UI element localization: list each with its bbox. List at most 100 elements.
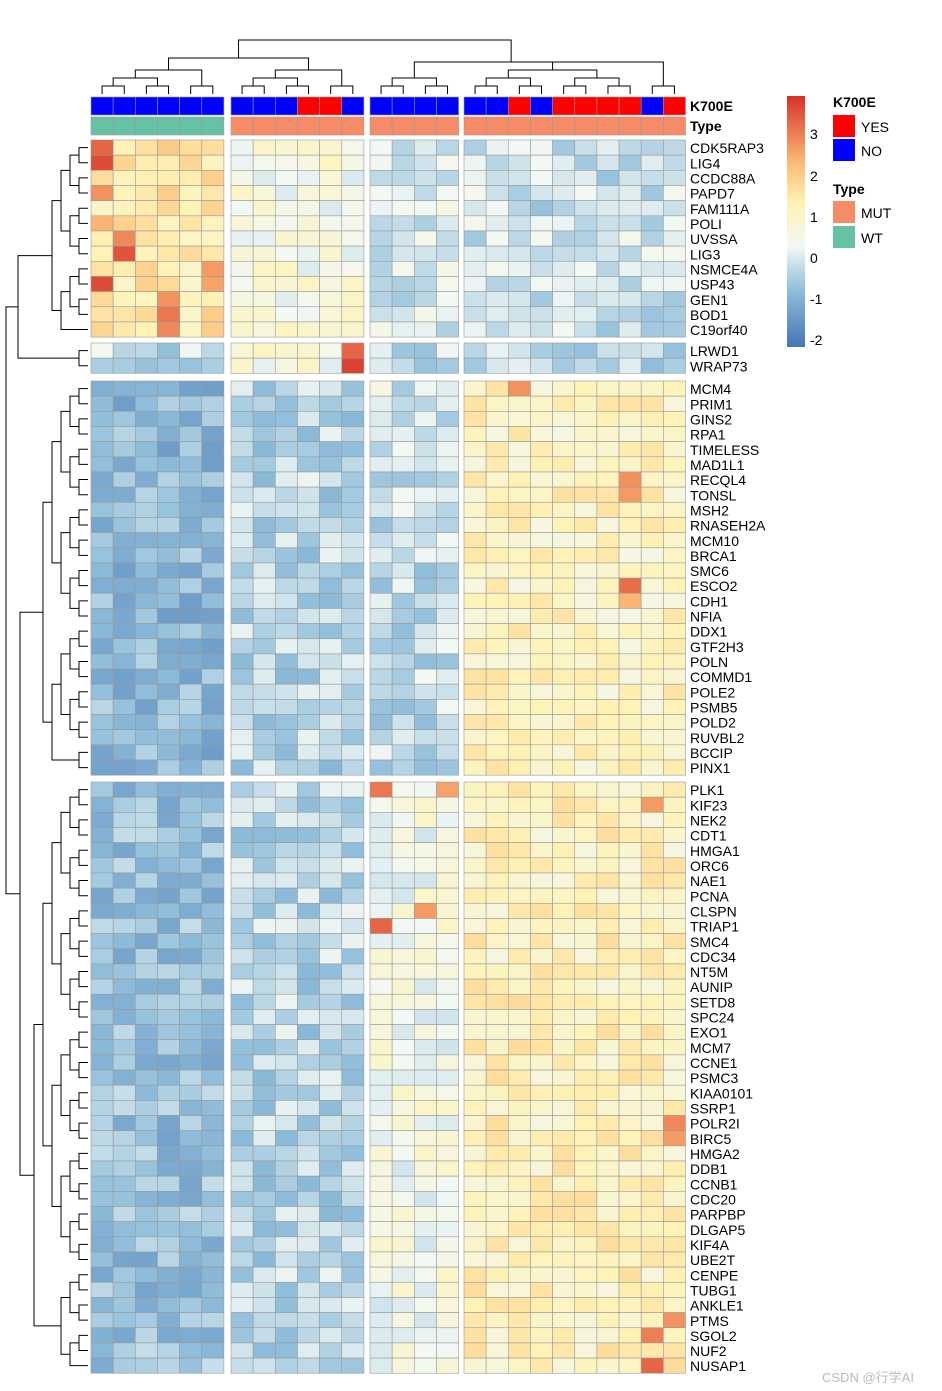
- heatmap-cell: [274, 1115, 298, 1131]
- heatmap-cell: [274, 812, 298, 828]
- heatmap-cell: [596, 1357, 620, 1374]
- heatmap-cell: [252, 1024, 276, 1041]
- dendrogram-branch: [78, 539, 88, 556]
- heatmap-cell: [574, 1266, 598, 1283]
- heatmap-cell: [530, 1281, 553, 1298]
- heatmap-cell: [507, 683, 531, 700]
- heatmap-cell: [552, 276, 576, 292]
- heatmap-cell: [90, 1206, 114, 1222]
- heatmap-cell: [507, 426, 531, 442]
- dendrogram-branch: [78, 971, 88, 988]
- heatmap-cell: [463, 1206, 487, 1222]
- heatmap-cell: [463, 1281, 487, 1298]
- heatmap-cell: [341, 1024, 365, 1041]
- gene-label: LIG3: [690, 246, 721, 262]
- heatmap-cell: [485, 1039, 509, 1056]
- heatmap-cell: [663, 276, 686, 292]
- dendrogram-branch: [391, 77, 437, 86]
- heatmap-cell: [574, 357, 598, 374]
- heatmap-cell: [90, 170, 114, 186]
- heatmap-cell: [112, 562, 136, 579]
- heatmap-cell: [552, 321, 576, 338]
- annotation-cell-k700e: [574, 96, 598, 116]
- heatmap-cell: [618, 215, 642, 232]
- heatmap-cell: [640, 501, 664, 518]
- heatmap-cell: [201, 230, 225, 247]
- dendrogram-branch: [78, 1243, 88, 1261]
- heatmap-cell: [157, 1206, 180, 1222]
- heatmap-cell: [90, 592, 114, 609]
- heatmap-cell: [552, 441, 576, 458]
- heatmap-cell: [90, 139, 114, 156]
- heatmap-cell: [179, 441, 203, 458]
- heatmap-cell: [274, 714, 298, 730]
- heatmap-cell: [574, 1100, 598, 1116]
- heatmap-cell: [618, 729, 642, 746]
- heatmap-cell: [341, 623, 365, 640]
- heatmap-cell: [179, 1115, 203, 1131]
- heatmap-cell: [574, 456, 598, 473]
- heatmap-cell: [552, 744, 576, 761]
- heatmap-cell: [596, 230, 620, 247]
- heatmap-cell: [530, 744, 553, 761]
- heatmap-cell: [552, 426, 576, 442]
- heatmap-cell: [201, 562, 225, 579]
- heatmap-cell: [463, 683, 487, 700]
- annotation-cell-type: [369, 116, 393, 136]
- heatmap-cell: [596, 1266, 620, 1283]
- heatmap-cell: [640, 608, 664, 624]
- heatmap-cell: [319, 139, 343, 156]
- heatmap-cell: [663, 948, 686, 965]
- heatmap-cell: [112, 1236, 136, 1253]
- heatmap-cell: [640, 562, 664, 579]
- heatmap-cell: [230, 872, 254, 889]
- heatmap-cell: [319, 154, 343, 171]
- heatmap-cell: [297, 1221, 320, 1238]
- heatmap-cell: [618, 699, 642, 715]
- heatmap-cell: [135, 139, 158, 156]
- heatmap-cell: [252, 978, 276, 995]
- heatmap-cell: [341, 592, 365, 609]
- heatmap-cell: [319, 623, 343, 640]
- heatmap-cell: [530, 230, 553, 247]
- heatmap-cell: [90, 1266, 114, 1283]
- heatmap-cell: [574, 1191, 598, 1207]
- heatmap-cell: [341, 653, 365, 670]
- heatmap-cell: [485, 1281, 509, 1298]
- heatmap-cell: [507, 1100, 531, 1116]
- dendrogram-branch: [241, 85, 265, 94]
- heatmap-cell: [485, 1236, 509, 1253]
- heatmap-cell: [135, 608, 158, 624]
- heatmap-cell: [230, 486, 254, 503]
- gene-label: LIG4: [690, 155, 721, 171]
- heatmap-cell: [90, 1251, 114, 1268]
- heatmap-cell: [640, 1084, 664, 1101]
- heatmap-cell: [596, 638, 620, 655]
- dendrogram-branch: [552, 61, 664, 86]
- dendrogram-branch: [78, 789, 88, 806]
- gene-label: PINX1: [690, 760, 731, 776]
- heatmap-cell: [179, 653, 203, 670]
- heatmap-cell: [341, 1312, 365, 1329]
- heatmap-cell: [179, 623, 203, 640]
- heatmap-cell: [319, 1297, 343, 1313]
- heatmap-cell: [157, 230, 180, 247]
- heatmap-cell: [274, 260, 298, 277]
- heatmap-cell: [230, 291, 254, 308]
- heatmap-cell: [179, 714, 203, 730]
- heatmap-cell: [274, 842, 298, 859]
- heatmap-cell: [618, 759, 642, 776]
- heatmap-cell: [663, 1100, 686, 1116]
- heatmap-cell: [230, 1191, 254, 1207]
- heatmap-cell: [230, 1251, 254, 1268]
- heatmap-cell: [369, 154, 393, 171]
- heatmap-cell: [574, 993, 598, 1010]
- heatmap-cell: [663, 827, 686, 843]
- heatmap-cell: [552, 699, 576, 715]
- heatmap-cell: [413, 1160, 437, 1177]
- heatmap-cell: [112, 1084, 136, 1101]
- heatmap-cell: [252, 872, 276, 889]
- heatmap-cell: [663, 395, 686, 412]
- heatmap-cell: [297, 200, 320, 217]
- heatmap-cell: [391, 827, 415, 843]
